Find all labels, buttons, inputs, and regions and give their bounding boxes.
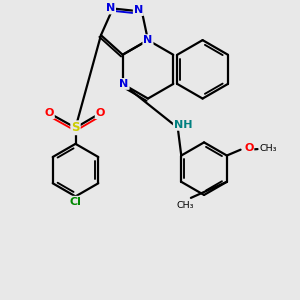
Text: NH: NH [174,120,192,130]
Text: S: S [71,121,80,134]
Text: O: O [244,143,254,153]
Text: N: N [119,79,129,89]
Text: N: N [134,5,143,15]
Text: Cl: Cl [70,197,81,207]
Text: O: O [44,108,54,118]
Text: CH₃: CH₃ [176,201,194,210]
Text: N: N [106,4,115,14]
Text: CH₃: CH₃ [260,144,277,153]
Text: N: N [143,35,153,45]
Text: O: O [96,108,105,118]
